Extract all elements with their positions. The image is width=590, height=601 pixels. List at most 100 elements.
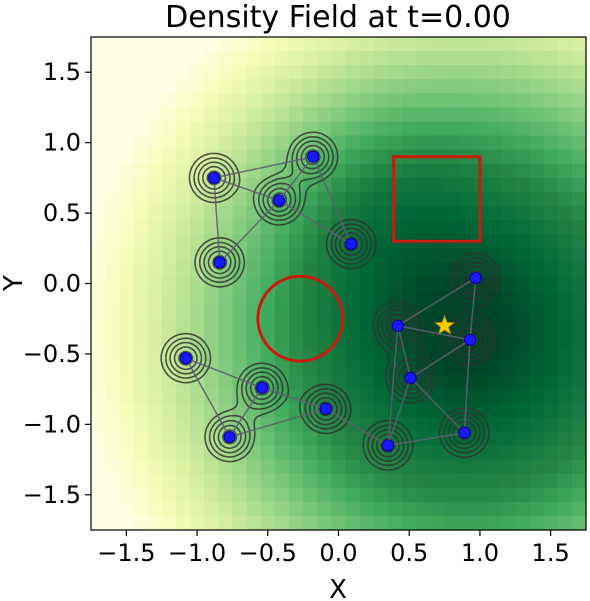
density-cell bbox=[303, 487, 318, 503]
density-cell bbox=[501, 149, 516, 165]
density-cell bbox=[105, 163, 120, 179]
density-cell bbox=[119, 262, 135, 278]
density-cell bbox=[487, 473, 502, 489]
density-cell bbox=[543, 248, 559, 263]
density-cell bbox=[190, 276, 205, 292]
density-cell bbox=[274, 121, 290, 137]
density-cell bbox=[119, 135, 135, 151]
density-cell bbox=[373, 65, 389, 80]
density-cell bbox=[557, 65, 573, 80]
density-cell bbox=[444, 515, 460, 531]
density-cell bbox=[444, 163, 460, 179]
density-cell bbox=[515, 445, 531, 461]
density-cell bbox=[557, 93, 573, 109]
density-cell bbox=[487, 220, 502, 235]
density-cell bbox=[161, 262, 177, 278]
density-cell bbox=[232, 121, 248, 137]
y-tick-label: −1.0 bbox=[23, 410, 81, 438]
density-cell bbox=[161, 501, 177, 517]
density-cell bbox=[373, 220, 389, 235]
density-cell bbox=[402, 501, 417, 517]
density-cell bbox=[119, 417, 135, 432]
density-cell bbox=[515, 149, 531, 165]
density-cell bbox=[430, 262, 446, 278]
density-cell bbox=[91, 191, 106, 207]
density-cell bbox=[232, 65, 248, 80]
density-cell bbox=[91, 459, 106, 475]
density-cell bbox=[529, 135, 545, 151]
density-cell bbox=[260, 473, 276, 489]
density-cell bbox=[175, 107, 191, 123]
density-cell bbox=[161, 403, 177, 418]
density-cell bbox=[416, 290, 432, 306]
density-cell bbox=[501, 51, 516, 66]
density-cell bbox=[204, 51, 219, 66]
density-cell bbox=[331, 149, 347, 165]
density-cell bbox=[557, 431, 573, 447]
density-cell bbox=[260, 79, 276, 94]
density-cell bbox=[260, 515, 276, 531]
density-cell bbox=[303, 206, 318, 221]
density-cell bbox=[161, 79, 177, 94]
density-cell bbox=[487, 65, 502, 80]
density-cell bbox=[373, 473, 389, 489]
density-cell bbox=[105, 37, 120, 52]
density-cell bbox=[204, 290, 219, 306]
density-cell bbox=[416, 332, 432, 348]
density-cell bbox=[529, 346, 545, 362]
density-cell bbox=[359, 290, 375, 306]
density-cell bbox=[444, 389, 460, 404]
density-cell bbox=[260, 501, 276, 517]
density-cell bbox=[402, 220, 417, 235]
density-cell bbox=[91, 346, 106, 362]
density-cell bbox=[501, 389, 516, 404]
density-cell bbox=[430, 93, 446, 109]
density-cell bbox=[289, 304, 304, 320]
density-cell bbox=[472, 360, 488, 376]
density-cell bbox=[190, 487, 205, 503]
density-cell bbox=[119, 360, 135, 376]
density-cell bbox=[444, 360, 460, 376]
density-cell bbox=[529, 262, 545, 278]
density-cell bbox=[232, 501, 248, 517]
density-cell bbox=[571, 262, 587, 278]
density-cell bbox=[317, 360, 333, 376]
density-cell bbox=[345, 346, 361, 362]
density-cell bbox=[91, 375, 106, 390]
density-cell bbox=[246, 65, 262, 80]
density-cell bbox=[373, 93, 389, 109]
density-cell bbox=[133, 431, 149, 447]
density-cell bbox=[529, 332, 545, 348]
density-cell bbox=[119, 121, 135, 137]
density-cell bbox=[529, 473, 545, 489]
density-cell bbox=[543, 262, 559, 278]
density-cell bbox=[416, 248, 432, 263]
density-cell bbox=[515, 389, 531, 404]
density-cell bbox=[147, 389, 163, 404]
density-cell bbox=[458, 65, 474, 80]
density-cell bbox=[416, 206, 432, 221]
obstacle-rectangle bbox=[392, 155, 482, 243]
density-cell bbox=[487, 177, 502, 193]
density-cell bbox=[91, 403, 106, 418]
density-cell bbox=[359, 318, 375, 334]
density-cell bbox=[175, 515, 191, 531]
agent-link bbox=[213, 177, 280, 202]
density-cell bbox=[543, 234, 559, 249]
density-cell bbox=[147, 318, 163, 334]
density-cell bbox=[119, 515, 135, 531]
density-cell bbox=[430, 135, 446, 151]
density-cell bbox=[246, 121, 262, 137]
density-cell bbox=[91, 135, 106, 151]
agent-point bbox=[458, 426, 471, 439]
density-cell bbox=[91, 51, 106, 66]
density-cell bbox=[331, 51, 347, 66]
density-cell bbox=[444, 473, 460, 489]
density-cell bbox=[416, 403, 432, 418]
density-cell bbox=[274, 135, 290, 151]
agent-point bbox=[404, 371, 417, 384]
density-cell bbox=[501, 163, 516, 179]
density-cell bbox=[472, 487, 488, 503]
density-cell bbox=[303, 51, 318, 66]
density-cell bbox=[105, 360, 120, 376]
